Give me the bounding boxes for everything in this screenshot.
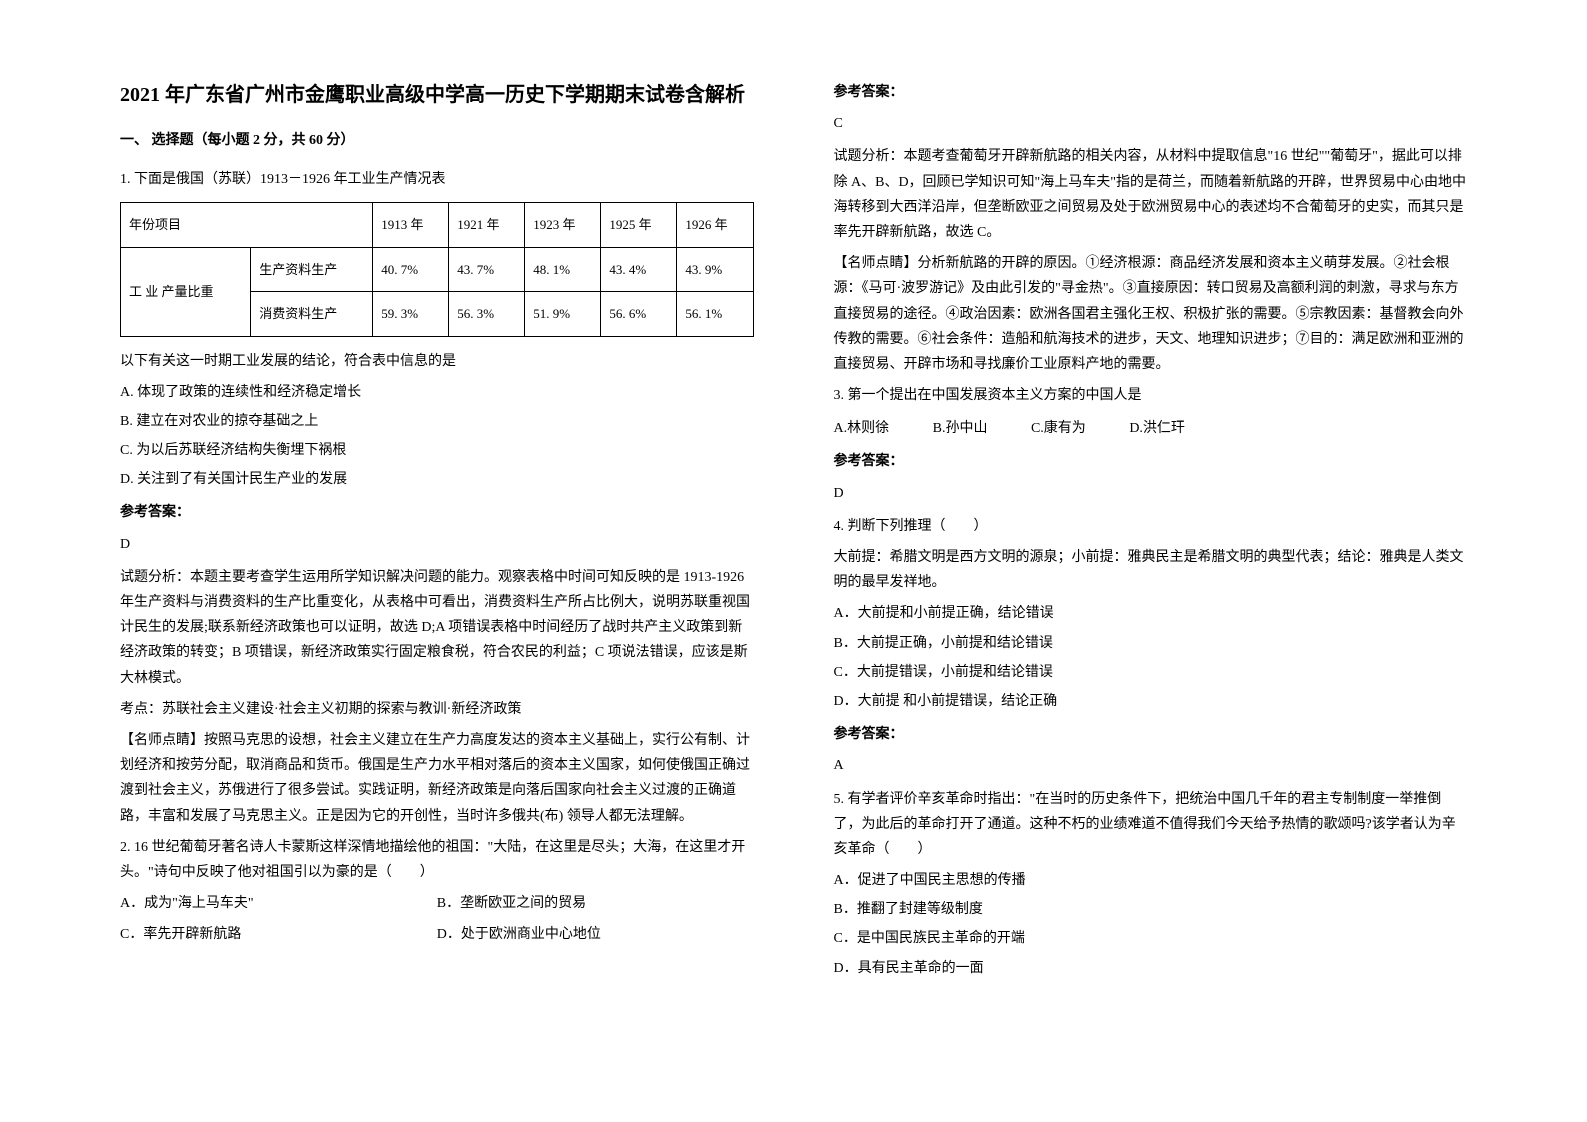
table-cell: 43. 4% [601,247,677,291]
left-column: 2021 年广东省广州市金鹰职业高级中学高一历史下学期期末试卷含解析 一、 选择… [100,80,794,1082]
q5-stem: 5. 有学者评价辛亥革命时指出："在当时的历史条件下，把统治中国几千年的君主专制… [834,787,1468,863]
answer-label: 参考答案： [834,80,1468,105]
q5-opt-b: B．推翻了封建等级制度 [834,897,1468,922]
answer-label: 参考答案： [120,500,754,525]
q1-opt-a: A. 体现了政策的连续性和经济稳定增长 [120,380,754,405]
q3-answer: D [834,481,1468,506]
q5-opt-d: D．具有民主革命的一面 [834,956,1468,981]
q1-analysis-2: 考点：苏联社会主义建设·社会主义初期的探索与教训·新经济政策 [120,697,754,722]
table-cell: 40. 7% [373,247,449,291]
q2-opt-d: D．处于欧洲商业中心地位 [437,922,754,947]
table-cell: 51. 9% [525,292,601,336]
q1-opt-d: D. 关注到了有关国计民生产业的发展 [120,467,754,492]
table-cell: 生产资料生产 [251,247,373,291]
section-title: 一、 选择题（每小题 2 分，共 60 分） [120,128,754,153]
q2-stem: 2. 16 世纪葡萄牙著名诗人卡蒙斯这样深情地描绘他的祖国："大陆，在这里是尽头… [120,835,754,885]
answer-label: 参考答案： [834,449,1468,474]
table-cell: 43. 7% [449,247,525,291]
q4-answer: A [834,753,1468,778]
table-cell: 56. 1% [677,292,753,336]
q2-opt-b: B．垄断欧亚之间的贸易 [437,891,754,916]
table-header-cell: 1923 年 [525,203,601,247]
q2-opt-a: A．成为"海上马车夫" [120,891,437,916]
table-cell: 消费资料生产 [251,292,373,336]
table-cell: 43. 9% [677,247,753,291]
q3-stem: 3. 第一个提出在中国发展资本主义方案的中国人是 [834,383,1468,408]
table-header-cell: 1925 年 [601,203,677,247]
q1-analysis-3: 【名师点睛】按照马克思的设想，社会主义建立在生产力高度发达的资本主义基础上，实行… [120,728,754,829]
table-header-cell: 1921 年 [449,203,525,247]
table-row: 工 业 产量比重 生产资料生产 40. 7% 43. 7% 48. 1% 43.… [121,247,754,291]
q4-stem2: 大前提：希腊文明是西方文明的源泉；小前提：雅典民主是希腊文明的典型代表；结论：雅… [834,545,1468,595]
q4-stem: 4. 判断下列推理（ ） [834,514,1468,539]
q1-stem2: 以下有关这一时期工业发展的结论，符合表中信息的是 [120,349,754,374]
table-header-cell: 年份项目 [121,203,373,247]
table-header-row: 年份项目 1913 年 1921 年 1923 年 1925 年 1926 年 [121,203,754,247]
table-rowspan-cell: 工 业 产量比重 [121,247,251,336]
table-header-cell: 1913 年 [373,203,449,247]
q4-opt-c: C．大前提错误，小前提和结论错误 [834,660,1468,685]
q1-answer: D [120,532,754,557]
q3-opt-c: C.康有为 [1031,421,1086,436]
q3-opt-a: A.林则徐 [834,421,890,436]
q2-answer: C [834,111,1468,136]
q5-opt-c: C．是中国民族民主革命的开端 [834,926,1468,951]
q1-table: 年份项目 1913 年 1921 年 1923 年 1925 年 1926 年 … [120,202,754,336]
doc-title: 2021 年广东省广州市金鹰职业高级中学高一历史下学期期末试卷含解析 [120,80,754,110]
q3-opt-d: D.洪仁玕 [1129,421,1185,436]
answer-label: 参考答案： [834,722,1468,747]
q2-analysis-1: 试题分析：本题考查葡萄牙开辟新航路的相关内容，从材料中提取信息"16 世纪""葡… [834,144,1468,245]
q1-analysis-1: 试题分析：本题主要考查学生运用所学知识解决问题的能力。观察表格中时间可知反映的是… [120,565,754,691]
q4-opt-a: A．大前提和小前提正确，结论错误 [834,601,1468,626]
q2-analysis-2: 【名师点睛】分析新航路的开辟的原因。①经济根源：商品经济发展和资本主义萌芽发展。… [834,251,1468,377]
q1-stem: 1. 下面是俄国（苏联）1913－1926 年工业生产情况表 [120,167,754,192]
table-cell: 56. 6% [601,292,677,336]
q4-opt-d: D．大前提 和小前提错误，结论正确 [834,689,1468,714]
q2-options: A．成为"海上马车夫" C．率先开辟新航路 B．垄断欧亚之间的贸易 D．处于欧洲… [120,891,754,953]
q4-opt-b: B．大前提正确，小前提和结论错误 [834,631,1468,656]
right-column: 参考答案： C 试题分析：本题考查葡萄牙开辟新航路的相关内容，从材料中提取信息"… [794,80,1488,1082]
q3-options: A.林则徐 B.孙中山 C.康有为 D.洪仁玕 [834,416,1468,441]
q2-opt-c: C．率先开辟新航路 [120,922,437,947]
q1-opt-c: C. 为以后苏联经济结构失衡埋下祸根 [120,438,754,463]
q5-opt-a: A．促进了中国民主思想的传播 [834,868,1468,893]
q3-opt-b: B.孙中山 [933,421,988,436]
table-header-cell: 1926 年 [677,203,753,247]
table-cell: 56. 3% [449,292,525,336]
table-cell: 59. 3% [373,292,449,336]
table-cell: 48. 1% [525,247,601,291]
q1-opt-b: B. 建立在对农业的掠夺基础之上 [120,409,754,434]
